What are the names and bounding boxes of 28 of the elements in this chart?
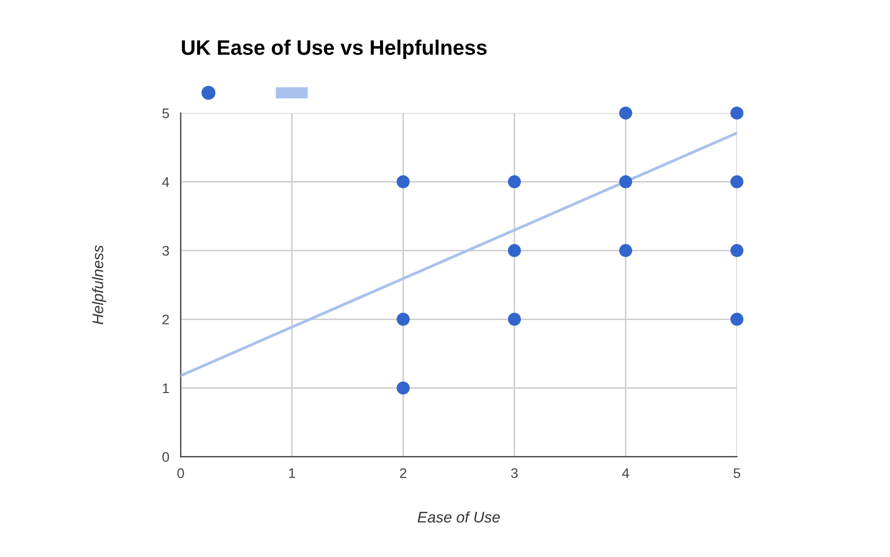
chart-title: UK Ease of Use vs Helpfulness bbox=[182, 40, 487, 60]
y-tick-label: 3 bbox=[162, 246, 169, 256]
x-tick-label: 4 bbox=[622, 468, 630, 478]
point bbox=[619, 106, 632, 120]
point bbox=[396, 175, 410, 188]
y-tick-label: 1 bbox=[162, 383, 169, 394]
y-tick-label: 2 bbox=[162, 314, 169, 324]
point bbox=[730, 244, 744, 258]
y-tick-label: 5 bbox=[162, 108, 169, 118]
x-tick-label: 1 bbox=[289, 468, 296, 478]
x-axis-title: Ease of Use bbox=[418, 511, 500, 523]
point bbox=[730, 175, 744, 188]
y-tick-label: 4 bbox=[162, 177, 170, 187]
point bbox=[619, 175, 632, 188]
x-tick-label: 0 bbox=[177, 468, 184, 478]
y-axis-title: Helpfulness bbox=[92, 245, 106, 324]
point bbox=[619, 244, 632, 258]
point bbox=[508, 244, 521, 258]
y-tick-label: 0 bbox=[162, 452, 170, 462]
x-tick-label: 5 bbox=[734, 468, 740, 478]
point bbox=[508, 312, 521, 326]
point bbox=[396, 382, 410, 395]
point bbox=[396, 312, 410, 326]
x-tick-label: 2 bbox=[400, 468, 406, 478]
point bbox=[730, 106, 744, 120]
point bbox=[508, 175, 521, 188]
x-tick-label: 3 bbox=[511, 468, 518, 478]
point bbox=[730, 312, 744, 326]
